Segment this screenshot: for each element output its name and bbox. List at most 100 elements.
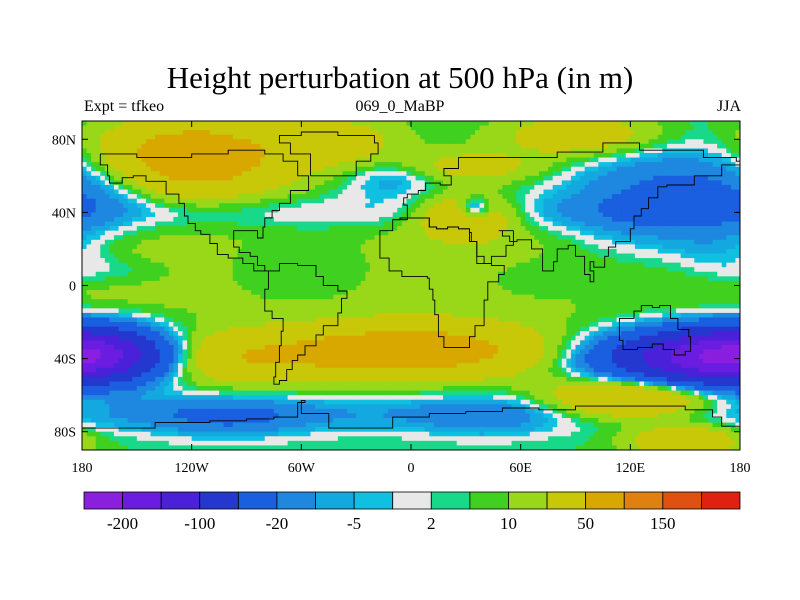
field-cell [479,166,485,172]
field-cell [118,230,124,236]
field-cell [726,148,732,154]
field-cell [283,207,289,213]
field-cell [388,216,394,223]
field-cell [269,271,275,277]
field-cell [168,180,174,186]
field-cell [392,162,398,168]
field-cell [438,276,444,282]
field-cell [196,180,202,186]
field-cell [296,194,302,200]
field-cell [538,212,545,218]
field-cell [506,239,513,245]
field-cell [219,121,225,127]
field-cell [255,157,261,163]
field-cell [205,198,211,204]
field-cell [616,271,622,277]
field-cell [342,276,348,282]
field-cell [232,184,238,191]
field-cell [666,198,673,204]
field-cell [712,198,718,204]
field-cell [187,230,193,236]
field-cell [168,166,174,172]
field-cell [406,194,412,200]
field-cell [447,216,453,223]
field-cell [694,125,700,131]
field-cell [433,194,440,200]
field-cell [255,276,261,282]
field-cell [109,121,115,127]
field-cell [511,276,517,282]
field-cell [712,258,718,264]
field-cell [255,180,261,186]
field-cell [548,157,554,163]
field-cell [351,207,357,213]
field-cell [347,125,353,131]
field-cell [630,152,636,159]
field-cell [671,203,677,209]
field-cell [529,235,535,241]
field-cell [127,175,133,181]
field-cell [191,184,197,191]
field-cell [680,166,686,172]
field-cell [100,194,106,200]
field-cell [241,134,248,140]
field-cell [433,221,440,227]
field-cell [529,221,535,227]
field-cell [520,166,526,172]
field-cell [333,253,339,259]
field-cell [91,180,97,186]
field-cell [397,121,403,127]
field-cell [379,216,385,223]
field-cell [91,166,97,172]
field-cell [406,125,412,131]
field-cell [584,253,590,259]
field-cell [100,267,106,273]
field-cell [543,121,549,127]
field-cell [580,134,586,140]
field-cell [406,130,412,136]
field-cell [424,221,430,227]
field-cell [511,166,517,172]
field-cell [671,143,677,150]
field-cell [100,262,106,268]
field-cell [283,267,289,273]
field-cell [411,171,417,177]
field-cell [420,152,426,159]
field-cell [406,143,412,150]
field-cell [570,148,577,154]
field-cell [365,198,371,204]
field-cell [324,121,330,127]
field-cell [694,139,700,145]
field-cell [301,148,307,154]
field-cell [534,162,540,168]
field-cell [538,244,545,250]
field-cell [118,189,124,195]
field-cell [392,226,398,232]
field-cell [283,162,289,168]
field-cell [717,194,723,200]
field-cell [296,276,302,282]
field-cell [621,139,627,145]
field-cell [342,207,348,213]
field-cell [150,130,156,136]
field-cell [95,226,101,232]
field-cell [328,230,334,236]
field-cell [516,248,522,255]
field-cell [287,212,293,218]
field-cell [324,148,330,154]
field-cell [644,258,650,264]
field-cell [104,143,111,150]
field-cell [602,262,609,268]
field-cell [388,262,394,268]
experiment-label: Expt = tfkeo [84,98,165,115]
field-cell [305,143,312,150]
field-cell [543,267,549,273]
field-cell [159,262,165,268]
field-cell [132,130,138,136]
field-cell [200,162,206,168]
field-cell [456,267,462,273]
field-cell [136,143,142,150]
field-cell [310,125,316,131]
field-cell [580,121,586,127]
field-cell [676,253,682,259]
